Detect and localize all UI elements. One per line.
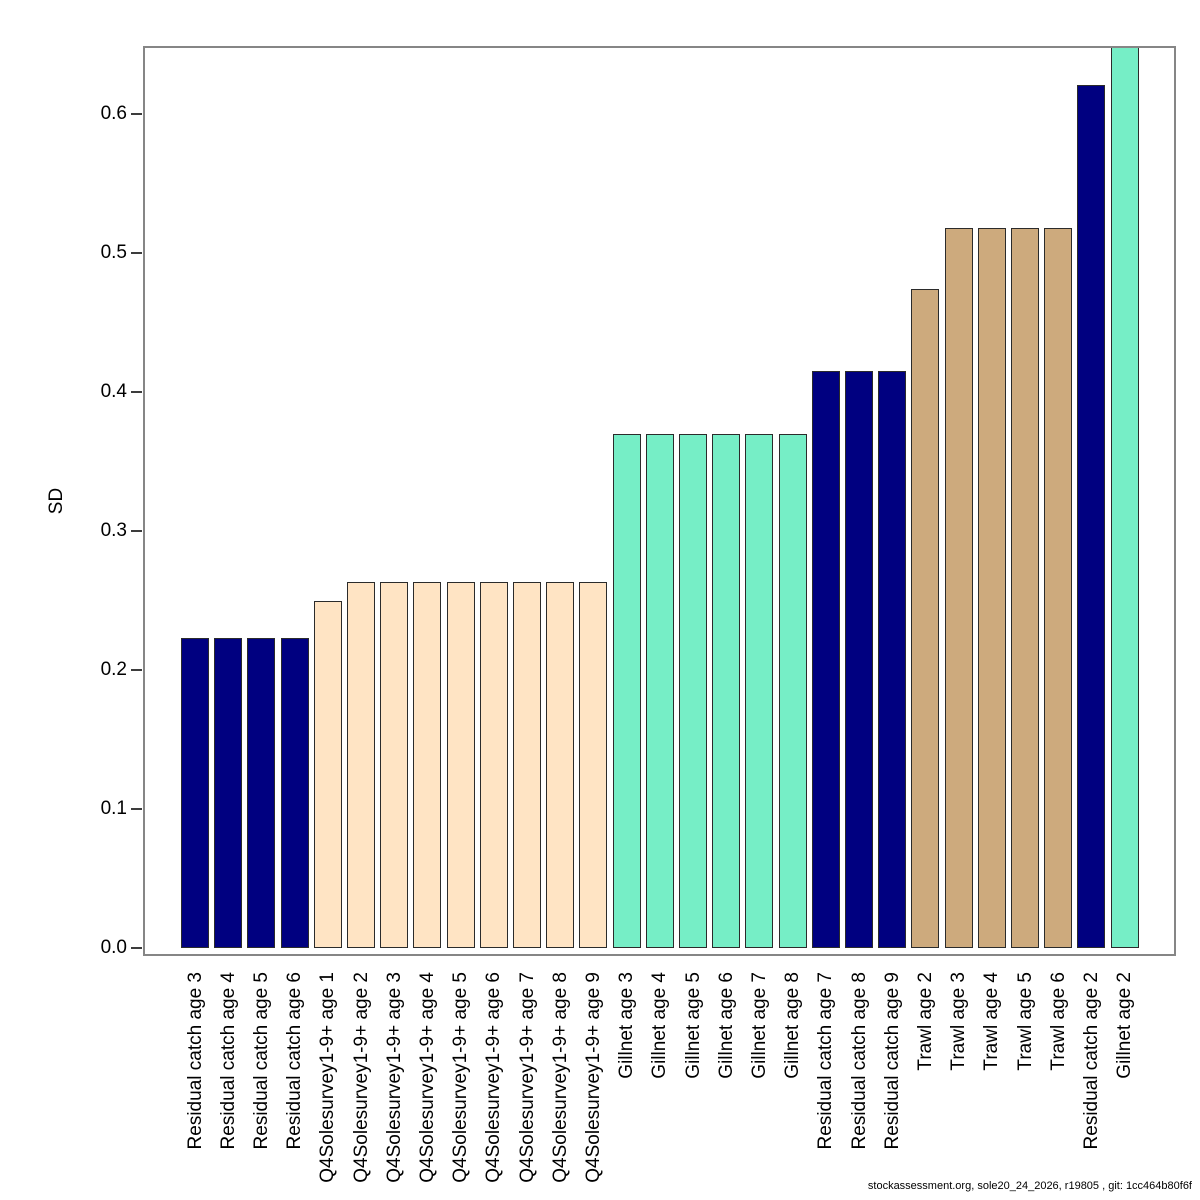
x-axis-label: Gillnet age 3 bbox=[616, 972, 638, 1079]
y-tick-mark bbox=[131, 947, 142, 949]
y-tick-mark bbox=[131, 669, 142, 671]
y-tick-mark bbox=[131, 391, 142, 393]
x-axis-label: Trawl age 5 bbox=[1014, 972, 1036, 1071]
x-axis-label: Gillnet age 4 bbox=[649, 972, 671, 1079]
x-axis-label: Gillnet age 8 bbox=[782, 972, 804, 1079]
bar bbox=[944, 227, 973, 948]
plot-area bbox=[143, 46, 1176, 956]
x-axis-label: Gillnet age 7 bbox=[748, 972, 770, 1079]
bar bbox=[712, 433, 741, 948]
bar bbox=[579, 582, 608, 948]
bar bbox=[380, 582, 409, 948]
footer-caption: stockassessment.org, sole20_24_2026, r19… bbox=[867, 1180, 1192, 1192]
x-axis-label: Trawl age 3 bbox=[948, 972, 970, 1071]
bar bbox=[612, 433, 641, 948]
bar bbox=[845, 371, 873, 948]
x-axis-label: Q4Solesurvey1-9+ age 3 bbox=[383, 972, 405, 1183]
bar bbox=[446, 582, 475, 948]
x-axis-label: Q4Solesurvey1-9+ age 8 bbox=[549, 972, 571, 1183]
bar bbox=[413, 582, 442, 948]
bar bbox=[313, 600, 342, 948]
x-axis-label: Gillnet age 5 bbox=[682, 972, 704, 1079]
bar bbox=[546, 582, 575, 948]
bar bbox=[878, 371, 907, 948]
y-tick-label: 0.6 bbox=[100, 103, 127, 124]
x-axis-label: Residual catch age 9 bbox=[881, 972, 903, 1150]
bar bbox=[513, 582, 541, 948]
x-axis-label: Gillnet age 2 bbox=[1114, 972, 1136, 1079]
x-axis-label: Q4Solesurvey1-9+ age 4 bbox=[416, 972, 438, 1183]
bar bbox=[347, 582, 375, 948]
x-axis-label: Q4Solesurvey1-9+ age 5 bbox=[450, 972, 472, 1183]
y-tick-label: 0.2 bbox=[100, 659, 127, 680]
y-tick-mark bbox=[131, 530, 142, 532]
x-axis-label: Trawl age 4 bbox=[981, 972, 1003, 1071]
x-axis-label: Q4Solesurvey1-9+ age 6 bbox=[483, 972, 505, 1183]
bar bbox=[247, 638, 276, 948]
bar bbox=[1011, 227, 1039, 948]
bar bbox=[811, 371, 840, 948]
bar bbox=[1077, 84, 1106, 948]
y-tick-mark bbox=[131, 252, 142, 254]
y-tick-label: 0.4 bbox=[100, 381, 127, 402]
bar bbox=[977, 227, 1006, 948]
bar bbox=[745, 433, 774, 948]
x-axis-label: Q4Solesurvey1-9+ age 7 bbox=[516, 972, 538, 1183]
x-axis-label: Residual catch age 6 bbox=[284, 972, 306, 1150]
y-tick-mark bbox=[131, 808, 142, 810]
y-axis-title: SD bbox=[46, 487, 67, 515]
y-tick-label: 0.1 bbox=[100, 798, 127, 819]
y-tick-mark bbox=[131, 113, 142, 115]
bar bbox=[214, 638, 243, 948]
x-axis-label: Trawl age 2 bbox=[914, 972, 936, 1071]
x-axis-label: Trawl age 6 bbox=[1047, 972, 1069, 1071]
bar bbox=[280, 638, 309, 948]
x-axis-label: Residual catch age 2 bbox=[1080, 972, 1102, 1150]
x-axis-label: Residual catch age 8 bbox=[848, 972, 870, 1150]
x-axis-label: Q4Solesurvey1-9+ age 1 bbox=[317, 972, 339, 1183]
y-tick-label: 0.3 bbox=[100, 520, 127, 541]
bar bbox=[679, 433, 707, 948]
y-tick-label: 0.0 bbox=[100, 937, 127, 958]
y-tick-label: 0.5 bbox=[100, 242, 127, 263]
bar bbox=[479, 582, 508, 948]
x-axis-label: Gillnet age 6 bbox=[715, 972, 737, 1079]
x-axis-label: Residual catch age 4 bbox=[217, 972, 239, 1150]
x-axis-label: Residual catch age 5 bbox=[250, 972, 272, 1150]
x-axis-label: Residual catch age 7 bbox=[815, 972, 837, 1150]
bar bbox=[778, 433, 807, 948]
x-axis-label: Residual catch age 3 bbox=[184, 972, 206, 1150]
bar bbox=[911, 289, 940, 948]
bar bbox=[181, 638, 209, 948]
bar bbox=[1044, 227, 1073, 948]
bar bbox=[1110, 46, 1139, 948]
x-axis-label: Q4Solesurvey1-9+ age 2 bbox=[350, 972, 372, 1183]
x-axis-label: Q4Solesurvey1-9+ age 9 bbox=[582, 972, 604, 1183]
bar bbox=[645, 433, 674, 948]
